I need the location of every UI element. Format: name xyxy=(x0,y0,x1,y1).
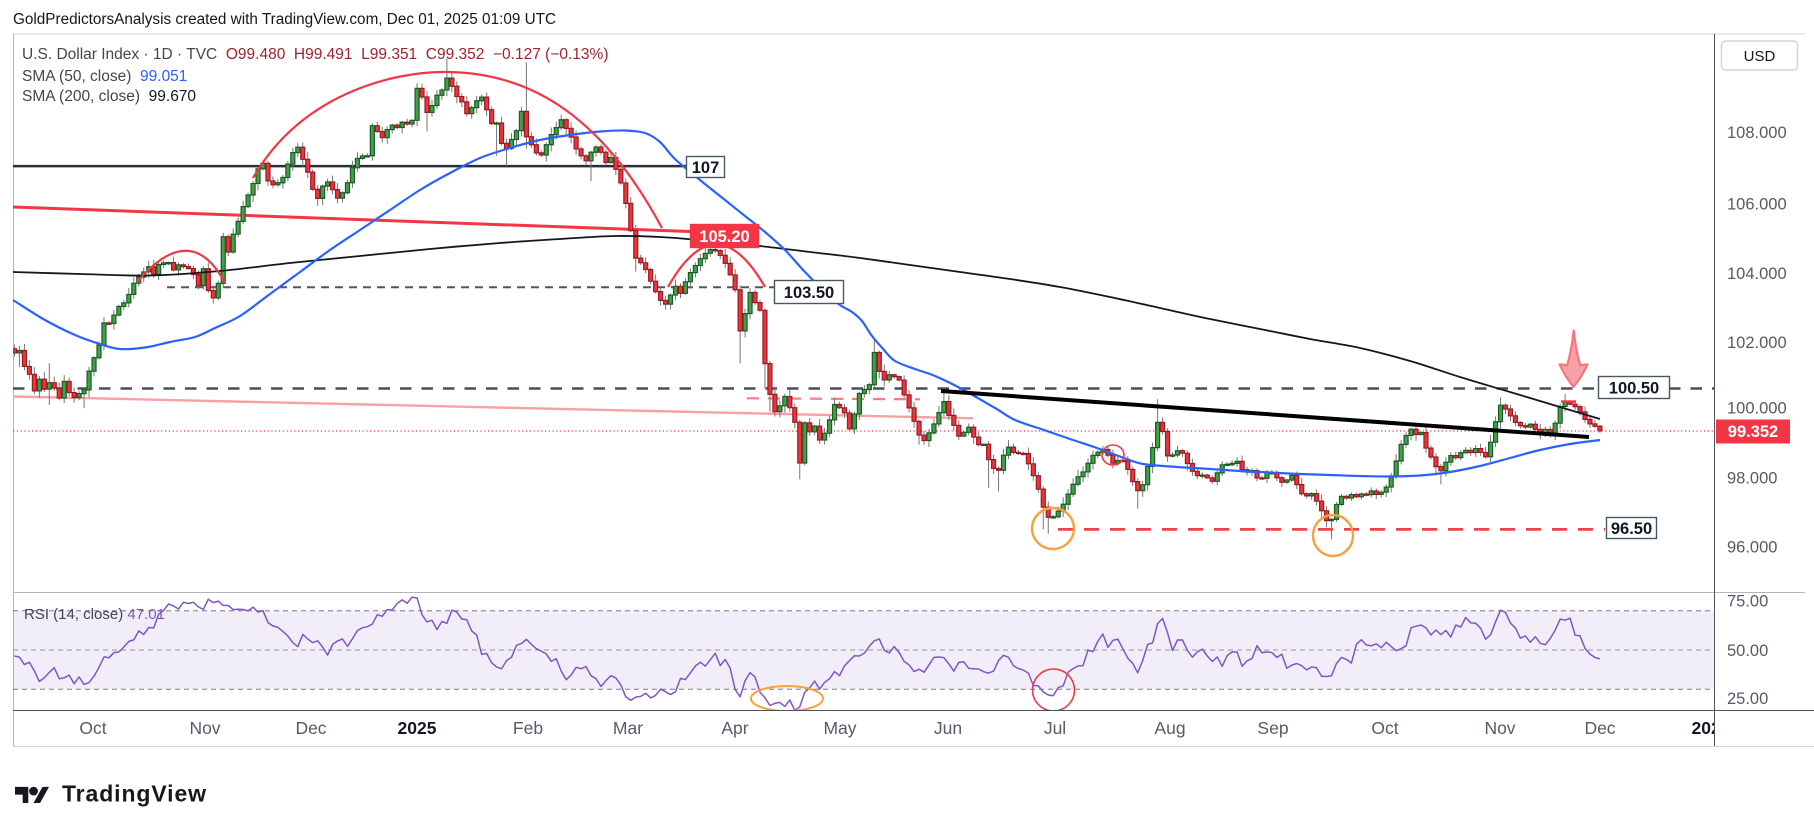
svg-text:Jun: Jun xyxy=(934,718,962,738)
svg-text:99.352: 99.352 xyxy=(1728,423,1778,441)
svg-text:U.S. Dollar Index · 1D · TVC: U.S. Dollar Index · 1D · TVC O99.480 H99… xyxy=(22,46,608,63)
svg-text:103.50: 103.50 xyxy=(784,284,834,302)
svg-text:Nov: Nov xyxy=(189,718,220,738)
svg-text:2025: 2025 xyxy=(398,718,437,738)
svg-text:96.000: 96.000 xyxy=(1727,539,1777,557)
svg-text:107: 107 xyxy=(692,159,720,177)
svg-text:96.50: 96.50 xyxy=(1611,520,1652,538)
svg-text:50.00: 50.00 xyxy=(1727,642,1768,660)
svg-text:Dec: Dec xyxy=(295,718,326,738)
svg-text:2026: 2026 xyxy=(1692,718,1731,738)
svg-text:98.000: 98.000 xyxy=(1727,469,1777,487)
svg-text:102.000: 102.000 xyxy=(1727,334,1787,352)
svg-text:SMA (200, close) 99.670: SMA (200, close) 99.670 xyxy=(22,88,196,105)
svg-text:Jul: Jul xyxy=(1044,718,1066,738)
svg-text:USD: USD xyxy=(1744,48,1776,65)
svg-text:TradingView: TradingView xyxy=(62,781,207,807)
svg-text:Mar: Mar xyxy=(613,718,643,738)
svg-text:RSI (14, close) 47.01: RSI (14, close) 47.01 xyxy=(24,606,165,623)
svg-text:106.000: 106.000 xyxy=(1727,195,1787,213)
svg-text:Apr: Apr xyxy=(721,718,748,738)
svg-text:Aug: Aug xyxy=(1154,718,1185,738)
svg-text:SMA (50, close) 99.051: SMA (50, close) 99.051 xyxy=(22,68,187,85)
svg-text:Feb: Feb xyxy=(513,718,543,738)
svg-text:Oct: Oct xyxy=(1371,718,1398,738)
svg-text:108.000: 108.000 xyxy=(1727,124,1787,142)
svg-text:105.20: 105.20 xyxy=(699,228,749,246)
svg-text:May: May xyxy=(823,718,856,738)
svg-text:GoldPredictorsAnalysis created: GoldPredictorsAnalysis created with Trad… xyxy=(13,11,556,28)
svg-text:100.000: 100.000 xyxy=(1727,400,1787,418)
svg-text:75.00: 75.00 xyxy=(1727,593,1768,611)
svg-text:25.00: 25.00 xyxy=(1727,690,1768,708)
svg-text:100.50: 100.50 xyxy=(1609,379,1659,397)
svg-text:Nov: Nov xyxy=(1484,718,1515,738)
svg-text:Oct: Oct xyxy=(79,718,106,738)
svg-text:104.000: 104.000 xyxy=(1727,265,1787,283)
svg-text:Sep: Sep xyxy=(1257,718,1288,738)
svg-text:Dec: Dec xyxy=(1584,718,1615,738)
